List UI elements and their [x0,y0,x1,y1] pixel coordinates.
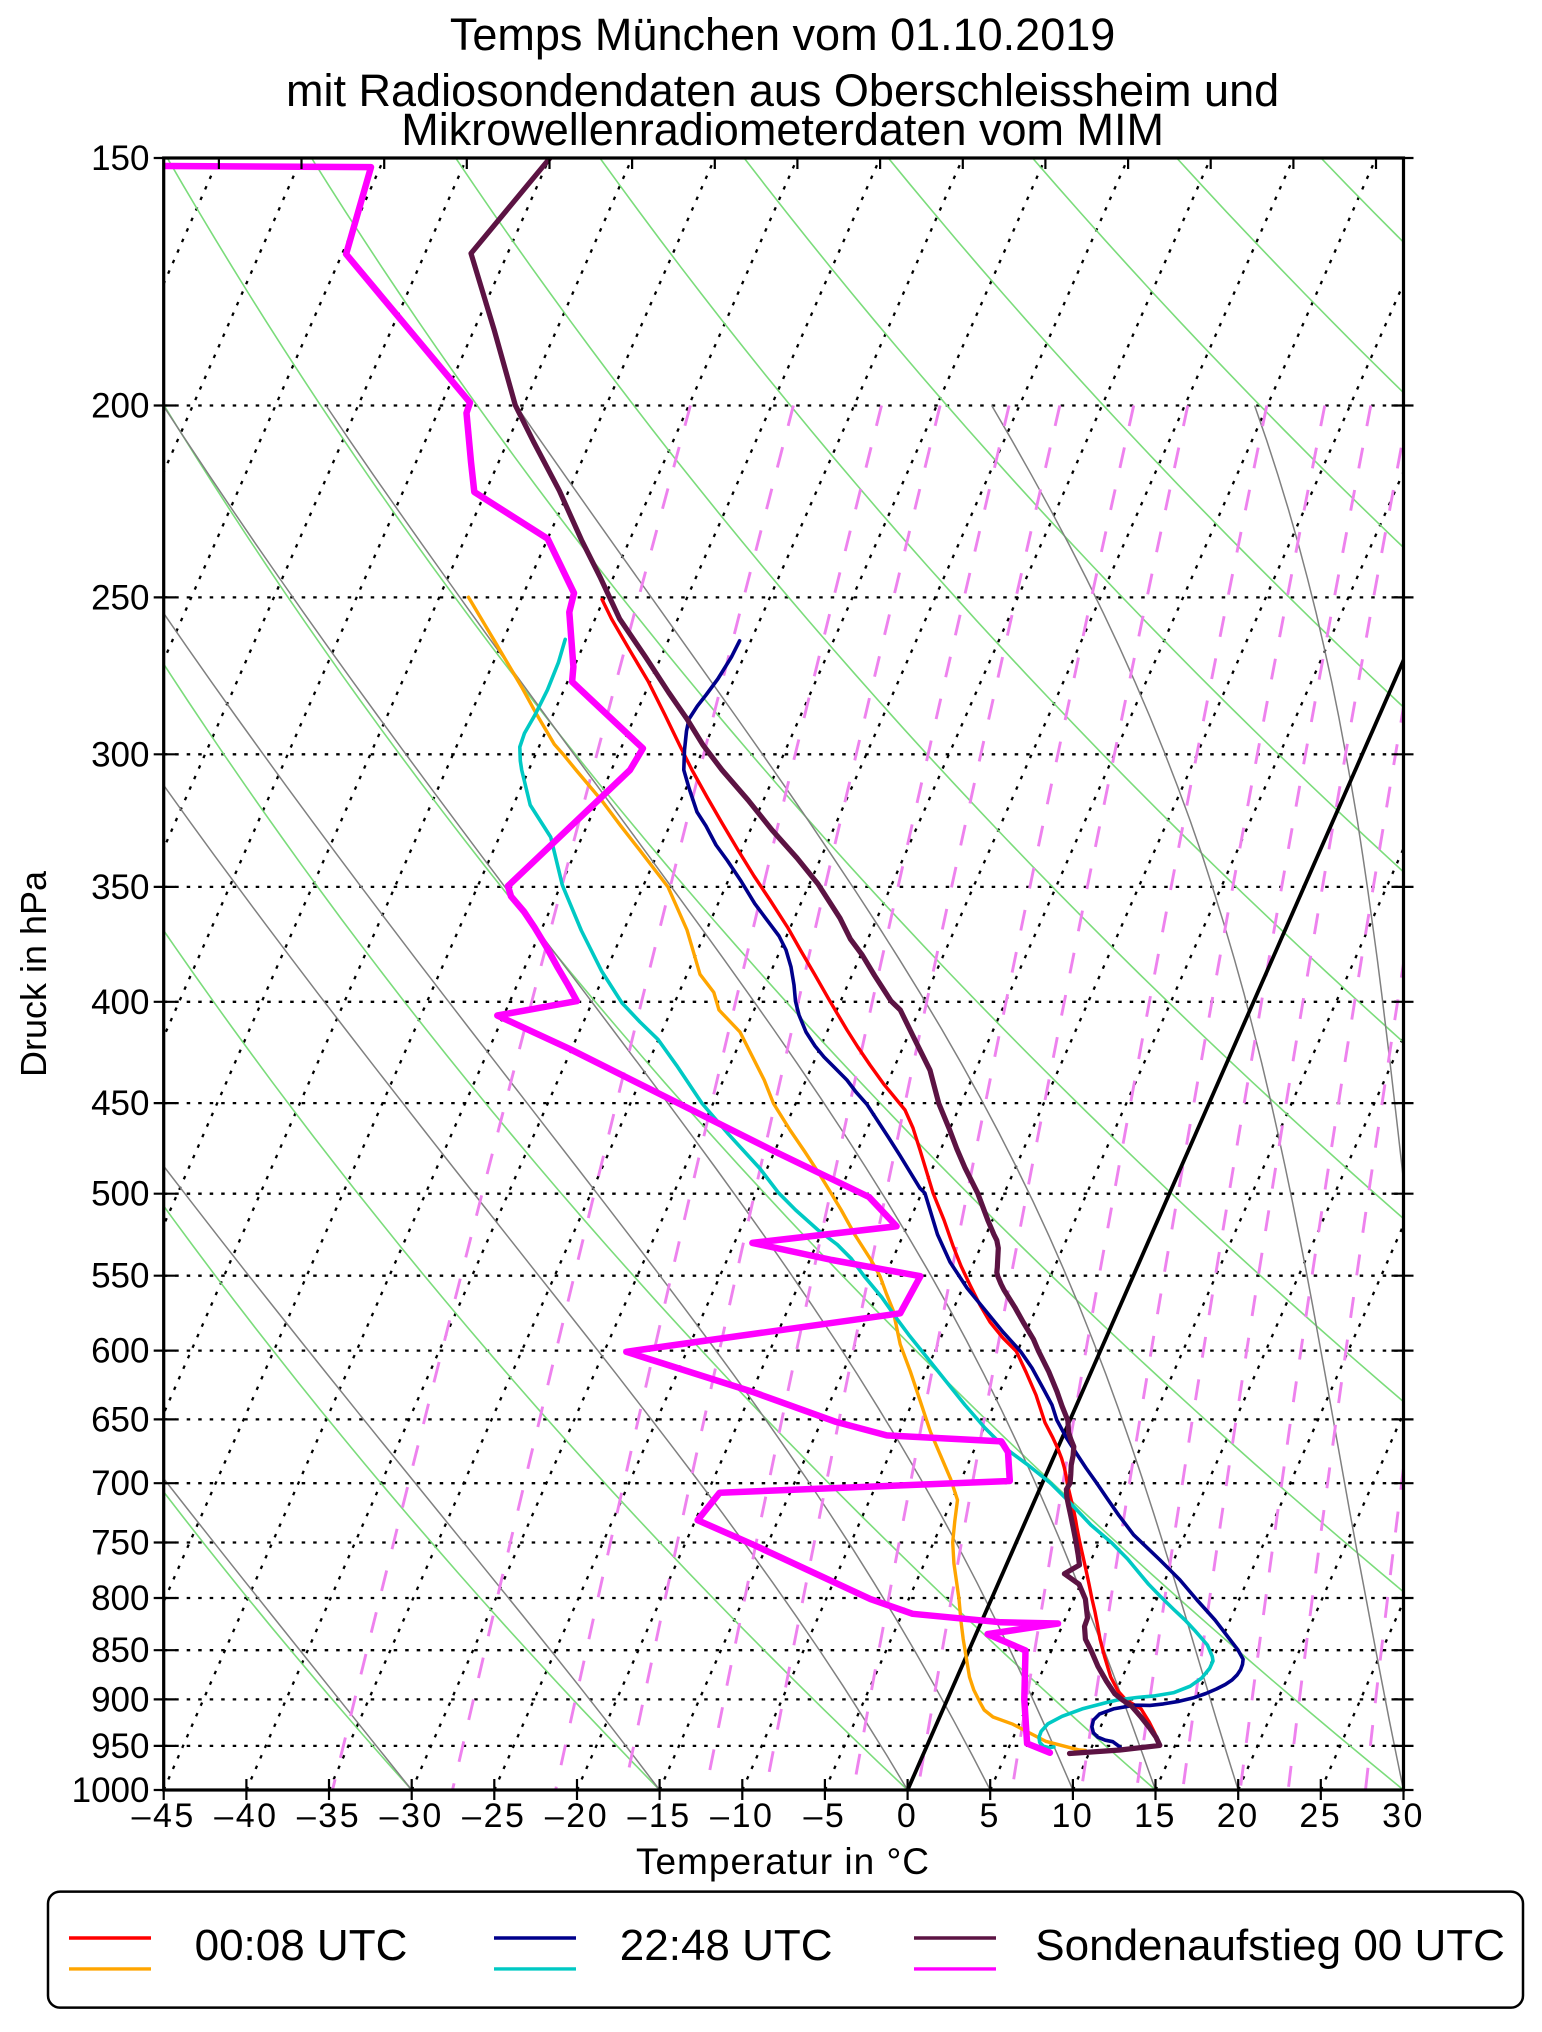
svg-text:mit Radiosondendaten aus Obers: mit Radiosondendaten aus Oberschleisshei… [286,65,1279,116]
svg-text:–35: –35 [297,1797,361,1835]
svg-text:Temps München vom 01.10.2019: Temps München vom 01.10.2019 [450,9,1115,60]
svg-text:400: 400 [91,983,149,1022]
svg-text:5: 5 [979,1797,1000,1835]
svg-text:Mikrowellenradiometerdaten vom: Mikrowellenradiometerdaten vom MIM [401,104,1164,155]
svg-text:950: 950 [91,1727,149,1766]
svg-text:00:08 UTC: 00:08 UTC [195,1921,408,1970]
svg-text:–45: –45 [132,1797,196,1835]
svg-text:–25: –25 [462,1797,526,1835]
svg-text:–20: –20 [545,1797,609,1835]
svg-text:600: 600 [91,1332,149,1371]
svg-text:Sondenaufstieg 00 UTC: Sondenaufstieg 00 UTC [1035,1921,1505,1970]
svg-text:Druck in hPa: Druck in hPa [13,870,54,1077]
svg-text:550: 550 [91,1257,149,1296]
svg-text:15: 15 [1134,1797,1177,1835]
svg-text:450: 450 [91,1084,149,1123]
svg-text:500: 500 [91,1175,149,1214]
svg-text:30: 30 [1382,1797,1425,1835]
svg-text:20: 20 [1217,1797,1260,1835]
svg-text:22:48 UTC: 22:48 UTC [620,1921,833,1970]
svg-text:1000: 1000 [72,1771,150,1810]
svg-text:750: 750 [91,1524,149,1563]
svg-text:150: 150 [91,139,149,178]
svg-text:Temperatur in °C: Temperatur in °C [636,1841,930,1882]
svg-text:–15: –15 [627,1797,691,1835]
svg-text:–10: –10 [710,1797,774,1835]
svg-text:–30: –30 [380,1797,444,1835]
svg-text:0: 0 [897,1797,918,1835]
svg-text:–5: –5 [803,1797,846,1835]
svg-text:200: 200 [91,387,149,426]
svg-text:900: 900 [91,1680,149,1719]
svg-text:350: 350 [91,868,149,907]
svg-text:10: 10 [1051,1797,1094,1835]
svg-text:850: 850 [91,1631,149,1670]
svg-text:300: 300 [91,735,149,774]
svg-text:–40: –40 [214,1797,278,1835]
svg-text:650: 650 [91,1400,149,1439]
svg-text:25: 25 [1299,1797,1342,1835]
svg-text:250: 250 [91,578,149,617]
svg-text:700: 700 [91,1464,149,1503]
svg-text:800: 800 [91,1579,149,1618]
